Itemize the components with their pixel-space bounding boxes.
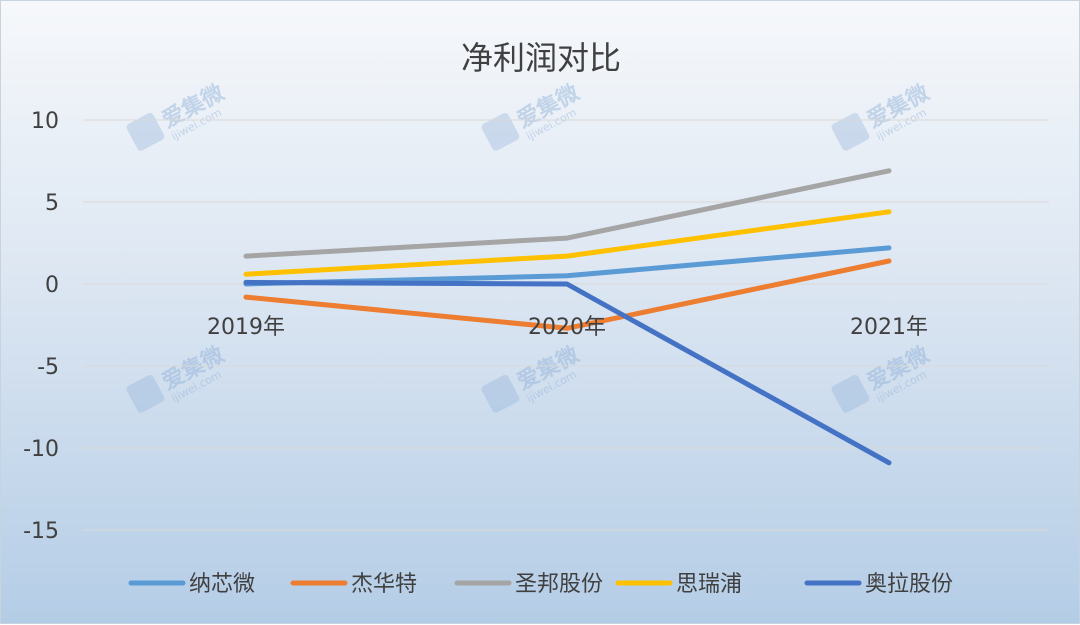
y-tick-label: -10: [23, 437, 59, 462]
series-line-奥拉股份: [243, 279, 892, 466]
legend-label: 杰华特: [351, 572, 417, 597]
x-tick-label: 2021年: [850, 315, 928, 340]
watermark-logo-icon: [481, 374, 520, 413]
series-line-思瑞浦: [243, 209, 892, 277]
watermark-logo-icon: [126, 374, 165, 413]
chart-title: 净利润对比: [461, 39, 621, 77]
watermark-logo-icon: [481, 112, 520, 151]
legend-label: 奥拉股份: [865, 572, 953, 597]
legend-label: 纳芯微: [189, 572, 255, 597]
y-axis: 10 5 0 -5 -10 -15: [23, 109, 59, 544]
legend-item: 杰华特: [290, 572, 417, 597]
grid-lines: [83, 119, 1049, 531]
y-tick-label: 5: [45, 191, 59, 216]
legend-item: 奥拉股份: [804, 572, 953, 597]
x-tick-label: 2020年: [528, 315, 606, 340]
y-tick-label: -5: [37, 355, 59, 380]
legend: 纳芯微 杰华特 圣邦股份 思瑞浦 奥拉股份: [128, 572, 953, 597]
legend-label: 思瑞浦: [676, 572, 742, 597]
watermark-logo-icon: [831, 112, 870, 151]
watermark-logo-icon: [831, 374, 870, 413]
watermark-logo-icon: [126, 112, 165, 151]
series-line-杰华特: [243, 258, 892, 331]
series-line-圣邦股份: [243, 168, 892, 259]
legend-item: 圣邦股份: [454, 572, 603, 597]
y-tick-label: 0: [45, 273, 59, 298]
series-lines: [243, 168, 892, 466]
legend-label: 圣邦股份: [515, 572, 603, 597]
x-tick-label: 2019年: [207, 315, 285, 340]
x-axis: 2019年 2020年 2021年: [207, 315, 928, 340]
legend-item: 思瑞浦: [615, 572, 742, 597]
series-line-纳芯微: [243, 245, 892, 287]
legend-item: 纳芯微: [128, 572, 255, 597]
y-tick-label: -15: [23, 519, 59, 544]
y-tick-label: 10: [31, 109, 59, 134]
